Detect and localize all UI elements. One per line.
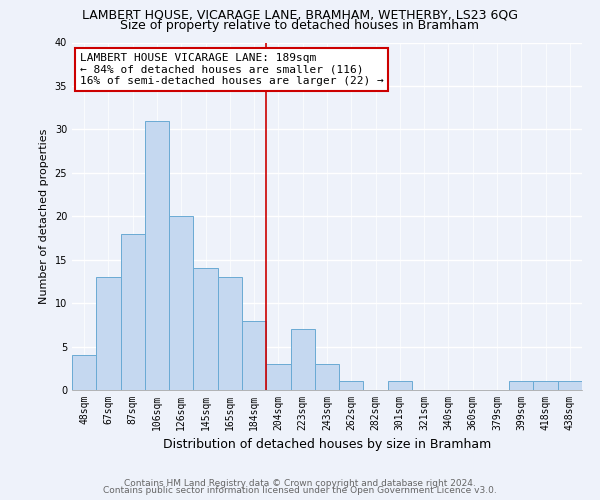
Bar bbox=[218, 277, 242, 390]
Bar bbox=[558, 382, 582, 390]
Bar bbox=[315, 364, 339, 390]
Y-axis label: Number of detached properties: Number of detached properties bbox=[39, 128, 49, 304]
Text: Size of property relative to detached houses in Bramham: Size of property relative to detached ho… bbox=[121, 19, 479, 32]
Bar bbox=[72, 355, 96, 390]
Bar bbox=[290, 329, 315, 390]
Text: Contains HM Land Registry data © Crown copyright and database right 2024.: Contains HM Land Registry data © Crown c… bbox=[124, 478, 476, 488]
Bar bbox=[121, 234, 145, 390]
Bar bbox=[509, 382, 533, 390]
Bar bbox=[533, 382, 558, 390]
X-axis label: Distribution of detached houses by size in Bramham: Distribution of detached houses by size … bbox=[163, 438, 491, 452]
Bar bbox=[169, 216, 193, 390]
Bar bbox=[266, 364, 290, 390]
Text: Contains public sector information licensed under the Open Government Licence v3: Contains public sector information licen… bbox=[103, 486, 497, 495]
Bar bbox=[242, 320, 266, 390]
Bar bbox=[145, 120, 169, 390]
Bar bbox=[388, 382, 412, 390]
Bar bbox=[96, 277, 121, 390]
Bar bbox=[193, 268, 218, 390]
Bar bbox=[339, 382, 364, 390]
Text: LAMBERT HOUSE VICARAGE LANE: 189sqm
← 84% of detached houses are smaller (116)
1: LAMBERT HOUSE VICARAGE LANE: 189sqm ← 84… bbox=[80, 53, 383, 86]
Text: LAMBERT HOUSE, VICARAGE LANE, BRAMHAM, WETHERBY, LS23 6QG: LAMBERT HOUSE, VICARAGE LANE, BRAMHAM, W… bbox=[82, 9, 518, 22]
